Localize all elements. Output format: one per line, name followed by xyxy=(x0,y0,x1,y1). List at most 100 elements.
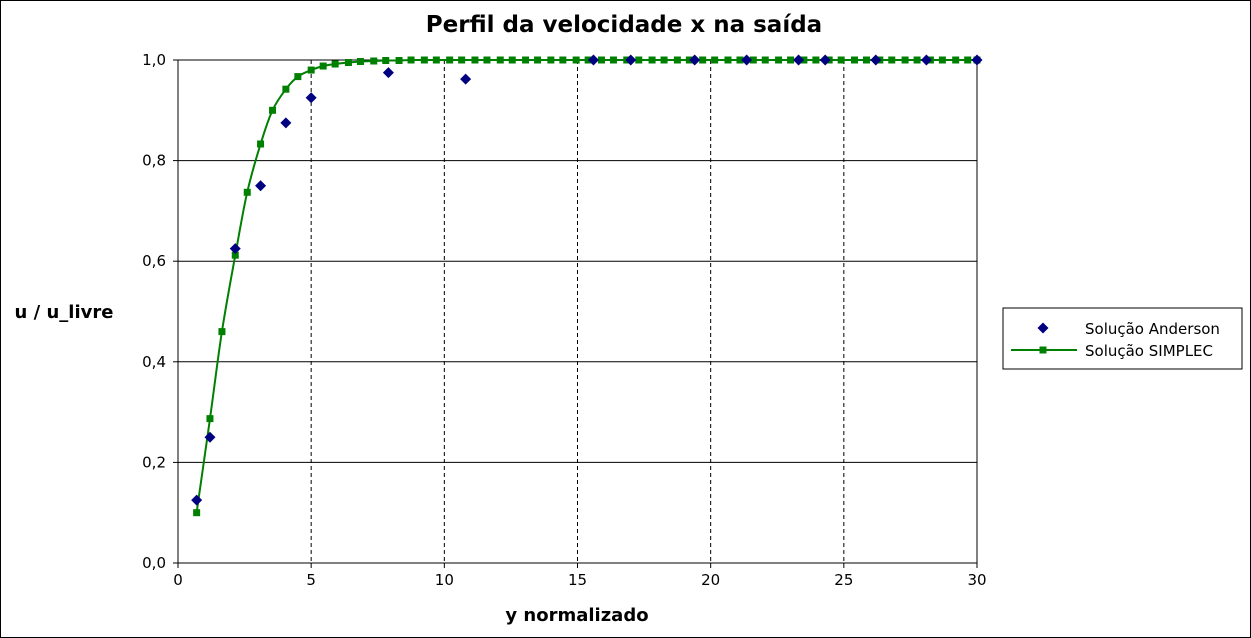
simplec-point xyxy=(446,56,454,64)
simplec-point xyxy=(648,56,656,64)
anderson-point xyxy=(689,54,701,66)
legend: Solução Anderson Solução SIMPLEC xyxy=(1002,307,1243,370)
anderson-point xyxy=(191,494,203,506)
simplec-point xyxy=(749,56,757,64)
simplec-point xyxy=(218,328,226,336)
y-tick-label: 0,8 xyxy=(142,152,166,170)
simplec-point xyxy=(307,66,315,74)
simplec-point xyxy=(597,56,605,64)
simplec-point xyxy=(483,56,491,64)
simplec-point xyxy=(534,56,542,64)
x-tick-label: 30 xyxy=(967,571,986,589)
anderson-point xyxy=(305,92,317,104)
simplec-point xyxy=(471,56,479,64)
anderson-point xyxy=(625,54,637,66)
simplec-point xyxy=(901,56,909,64)
anderson-point xyxy=(920,54,932,66)
y-tick-label: 0,6 xyxy=(142,252,166,270)
simplec-point xyxy=(850,56,858,64)
simplec-point xyxy=(913,56,921,64)
simplec-point xyxy=(862,56,870,64)
simplec-point xyxy=(458,56,466,64)
simplec-point xyxy=(370,57,378,65)
simplec-point xyxy=(964,56,972,64)
grid xyxy=(178,59,978,563)
chart-title: Perfil da velocidade x na saída xyxy=(426,12,822,38)
simplec-point xyxy=(787,56,795,64)
simplec-point xyxy=(508,56,516,64)
simplec-point xyxy=(711,56,719,64)
y-tick-label: 1,0 xyxy=(142,51,166,69)
simplec-point xyxy=(432,56,440,64)
anderson-point xyxy=(229,243,241,255)
ticks: 0 5 10 15 20 25 30 0,0 0,2 0,4 0,6 0,8 1,0 xyxy=(142,51,986,589)
simplec-point xyxy=(572,56,580,64)
simplec-point xyxy=(269,106,277,114)
anderson-point xyxy=(382,67,394,79)
x-tick-label: 20 xyxy=(701,571,720,589)
simplec-point xyxy=(812,56,820,64)
simplec-point xyxy=(660,56,668,64)
legend-key-anderson xyxy=(1037,322,1049,334)
simplec-point xyxy=(888,56,896,64)
simplec-point xyxy=(193,509,201,517)
legend-keys xyxy=(1011,322,1077,354)
simplec-point xyxy=(382,57,390,65)
simplec-point xyxy=(775,56,783,64)
x-tick-label: 10 xyxy=(435,571,454,589)
simplec-point xyxy=(331,60,339,68)
x-tick-label: 0 xyxy=(173,571,183,589)
simplec-point xyxy=(609,56,617,64)
simplec-point xyxy=(938,56,946,64)
anderson-point xyxy=(971,54,983,66)
series-marks xyxy=(191,54,983,517)
x-axis-label: y normalizado xyxy=(505,605,648,626)
simplec-point xyxy=(257,140,265,148)
y-tick-label: 0,4 xyxy=(142,353,166,371)
simplec-point xyxy=(206,415,214,423)
y-axis-label: u / u_livre xyxy=(15,302,114,323)
x-tick-label: 15 xyxy=(568,571,587,589)
simplec-point xyxy=(547,56,555,64)
anderson-point xyxy=(460,73,472,85)
anderson-point xyxy=(587,54,599,66)
anderson-point xyxy=(280,117,292,129)
simplec-point xyxy=(761,56,769,64)
legend-label-simplec: Solução SIMPLEC xyxy=(1085,342,1213,360)
simplec-point xyxy=(699,56,707,64)
simplec-point xyxy=(952,56,960,64)
legend-box xyxy=(1002,307,1243,370)
anderson-point xyxy=(870,54,882,66)
anderson-point xyxy=(255,180,267,192)
simplec-point xyxy=(294,73,302,81)
simplec-point xyxy=(395,57,403,65)
simplec-point xyxy=(522,56,530,64)
simplec-point xyxy=(837,56,845,64)
x-tick-label: 25 xyxy=(834,571,853,589)
simplec-point xyxy=(635,56,643,64)
simplec-point xyxy=(356,58,364,66)
simplec-point xyxy=(496,56,504,64)
simplec-point xyxy=(319,62,327,70)
simplec-point xyxy=(736,56,744,64)
anderson-point xyxy=(204,431,216,443)
simplec-point xyxy=(344,59,352,67)
simplec-line xyxy=(195,58,977,513)
legend-key-simplec-marker xyxy=(1039,346,1047,354)
simplec-point xyxy=(243,188,251,196)
y-tick-label: 0,0 xyxy=(142,554,166,572)
y-tick-label: 0,2 xyxy=(142,453,166,471)
simplec-point xyxy=(420,56,428,64)
simplec-point xyxy=(559,56,567,64)
legend-label-anderson: Solução Anderson xyxy=(1085,320,1220,338)
anderson-point xyxy=(741,54,753,66)
simplec-point xyxy=(724,56,732,64)
simplec-point xyxy=(673,56,681,64)
anderson-point xyxy=(819,54,831,66)
anderson-point xyxy=(793,54,805,66)
simplec-point xyxy=(282,85,290,93)
simplec-point xyxy=(231,251,239,259)
x-tick-label: 5 xyxy=(306,571,316,589)
simplec-point xyxy=(407,56,415,64)
